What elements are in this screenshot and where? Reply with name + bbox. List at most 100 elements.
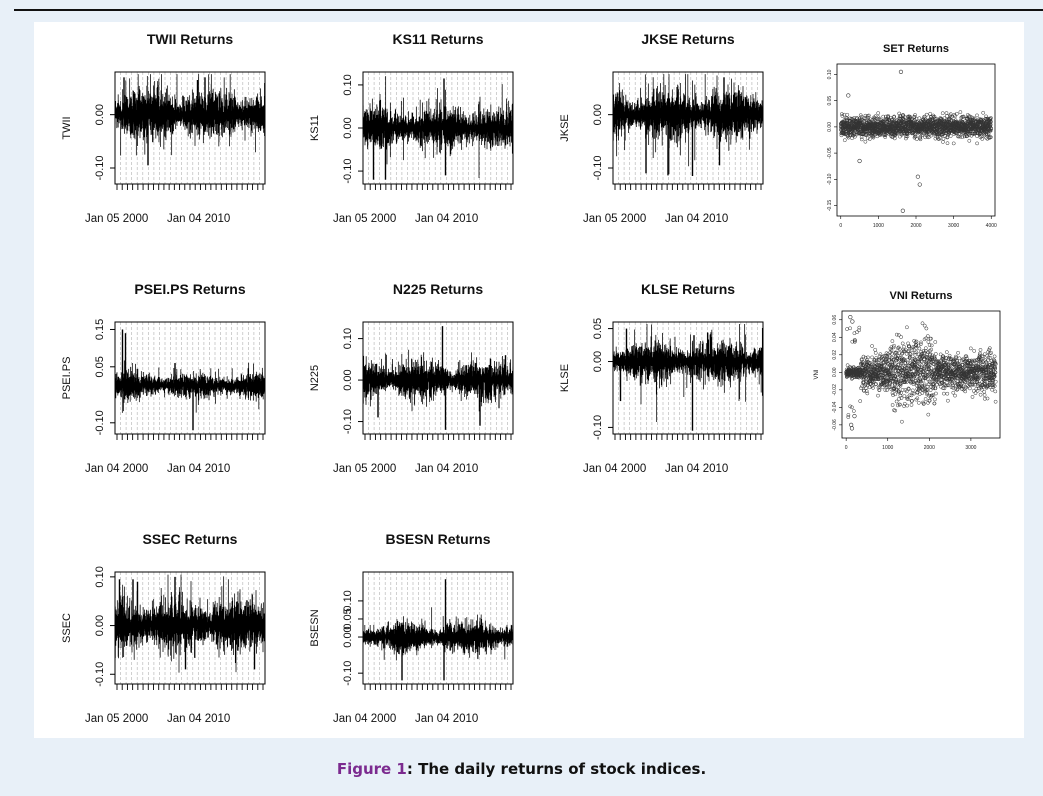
scatter-point — [946, 398, 950, 403]
return-series-line — [114, 74, 266, 156]
scatter-point — [912, 350, 917, 355]
scatter-point — [976, 377, 980, 381]
scatter-point — [987, 351, 992, 356]
y-axis-label: KS11 — [309, 115, 321, 141]
scatter-point — [853, 338, 857, 343]
scatter-point — [882, 364, 887, 369]
chart-title: TWII Returns — [147, 31, 234, 47]
y-tick-label: 0.00 — [827, 122, 833, 132]
scatter-point — [893, 392, 898, 397]
scatter-point — [876, 385, 881, 390]
scatter-point — [969, 362, 974, 366]
scatter-point — [890, 339, 895, 343]
scatter-point — [941, 136, 946, 141]
scatter-point — [968, 386, 972, 391]
chart-vni: VNI Returns VNI -0.06 -0.04 -0.02 0.00 0.02 0.0… — [810, 283, 1010, 468]
scatter-point — [891, 345, 896, 350]
y-tick-label: 0.00 — [342, 117, 354, 138]
scatter-point — [920, 384, 925, 389]
x-tick-label: 1000 — [882, 445, 893, 451]
scatter-point — [882, 375, 886, 380]
scatter-point — [964, 354, 969, 359]
scatter-point — [968, 360, 973, 365]
scatter-point — [906, 386, 911, 391]
scatter-point — [897, 347, 902, 351]
scatter-point — [940, 111, 945, 116]
scatter-point — [910, 399, 914, 403]
scatter-point — [973, 382, 977, 387]
chart-title: PSEI.PS Returns — [134, 281, 245, 297]
scatter-point — [885, 354, 889, 359]
y-tick-label: 0.00 — [342, 626, 354, 647]
scatter-point — [846, 413, 851, 417]
x-tick-label: Jan 05 2000 — [85, 713, 148, 725]
scatter-outlier — [846, 93, 851, 98]
scatter-point — [963, 389, 968, 394]
y-tick-label: 0.00 — [94, 615, 106, 636]
scatter-point — [876, 376, 880, 380]
scatter-point — [988, 128, 993, 133]
scatter-point — [928, 388, 933, 392]
scatter-point — [961, 357, 965, 362]
top-rule — [14, 9, 1043, 11]
scatter-point — [900, 419, 904, 424]
scatter-point — [931, 381, 936, 386]
scatter-point — [945, 383, 950, 388]
scatter-point — [899, 391, 903, 395]
scatter-point — [919, 349, 924, 354]
scatter-point — [951, 379, 956, 384]
scatter-point — [991, 379, 995, 384]
scatter-point — [887, 118, 892, 123]
y-tick-label: -0.10 — [342, 409, 354, 434]
scatter-point — [928, 353, 932, 357]
scatter-point — [864, 389, 869, 394]
scatter-point — [967, 133, 971, 137]
scatter-point — [848, 326, 852, 331]
scatter-point — [918, 378, 923, 382]
scatter-points — [844, 315, 998, 431]
scatter-point — [851, 409, 856, 413]
scatter-point — [853, 134, 857, 139]
scatter-point — [988, 135, 993, 140]
y-axis-label: KLSE — [559, 364, 571, 392]
y-axis-label: PSEI.PS — [61, 357, 73, 400]
scatter-point — [973, 380, 978, 385]
scatter-point — [906, 349, 910, 354]
scatter-point — [858, 113, 863, 118]
scatter-point — [890, 403, 895, 407]
scatter-point — [907, 387, 911, 392]
chart-title: KS11 Returns — [392, 31, 483, 47]
y-tick-label: -0.10 — [342, 159, 354, 184]
scatter-point — [865, 136, 870, 141]
scatter-point — [956, 350, 960, 355]
scatter-point — [933, 136, 938, 141]
y-tick-label: -0.10 — [94, 662, 106, 687]
x-tick-label: Jan 04 2010 — [665, 463, 728, 475]
scatter-point — [932, 401, 937, 406]
y-tick-label: 0.10 — [342, 328, 354, 349]
x-tick-label: Jan 04 2000 — [583, 463, 646, 475]
scatter-point — [952, 380, 957, 385]
scatter-point — [986, 355, 991, 360]
scatter-point — [898, 366, 903, 370]
scatter-point — [930, 382, 935, 387]
chart-title: KLSE Returns — [641, 281, 735, 297]
scatter-point — [973, 131, 978, 136]
scatter-point — [860, 360, 865, 364]
scatter-point — [933, 397, 937, 402]
scatter-point — [868, 360, 872, 365]
scatter-point — [845, 327, 849, 331]
scatter-point — [923, 397, 928, 401]
chart-twii: TWII Returns TWII -0.10 0.00 Jan 05 2000 Jan … — [60, 30, 300, 240]
scatter-outlier — [849, 426, 855, 431]
scatter-point — [917, 346, 922, 351]
scatter-point — [906, 397, 911, 401]
y-axis-label: TWII — [61, 116, 73, 139]
scatter-point — [987, 380, 992, 385]
scatter-point — [914, 343, 918, 348]
scatter-point — [850, 405, 854, 410]
scatter-point — [976, 382, 981, 386]
x-tick-label: 0 — [845, 445, 848, 451]
scatter-outlier — [857, 158, 862, 164]
ssec-svg: SSEC Returns SSEC -0.10 0.00 0.10 Jan 05 2000… — [61, 531, 266, 725]
